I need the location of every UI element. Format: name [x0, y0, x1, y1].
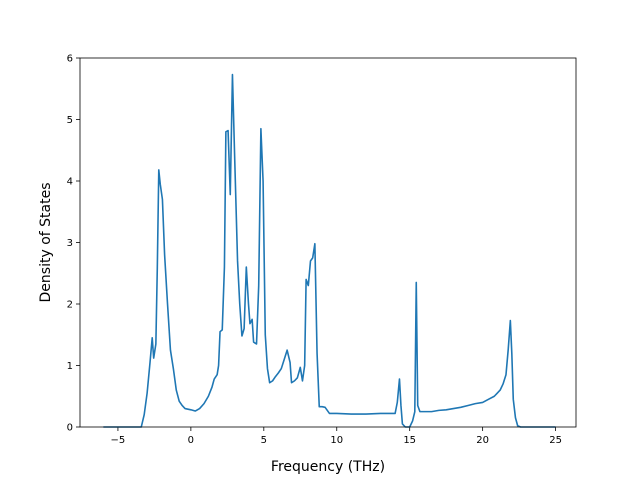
- series-line-0: [103, 73, 556, 428]
- x-tick-label: 5: [261, 435, 267, 446]
- y-axis-label: Density of States: [38, 183, 54, 303]
- x-axis-ticks: −5 0 5 10 15 20 25: [111, 427, 562, 446]
- x-tick-label: 10: [330, 435, 343, 446]
- x-tick-label: −5: [111, 435, 126, 446]
- x-tick-label: 20: [476, 435, 489, 446]
- y-tick-label: 3: [67, 238, 73, 249]
- y-tick-label: 2: [67, 300, 73, 311]
- y-tick-label: 0: [67, 423, 73, 434]
- y-axis-ticks: 0 1 2 3 4 5 6: [67, 54, 80, 434]
- x-tick-label: 25: [549, 435, 562, 446]
- y-tick-label: 4: [67, 177, 73, 188]
- x-tick-label: 0: [188, 435, 194, 446]
- x-axis-label: Frequency (THz): [271, 459, 385, 475]
- y-tick-label: 1: [67, 361, 73, 372]
- series-layer: [103, 73, 556, 428]
- x-tick-label: 15: [403, 435, 416, 446]
- y-tick-label: 6: [67, 54, 73, 65]
- y-tick-label: 5: [67, 115, 73, 126]
- axes-frame: [79, 57, 577, 428]
